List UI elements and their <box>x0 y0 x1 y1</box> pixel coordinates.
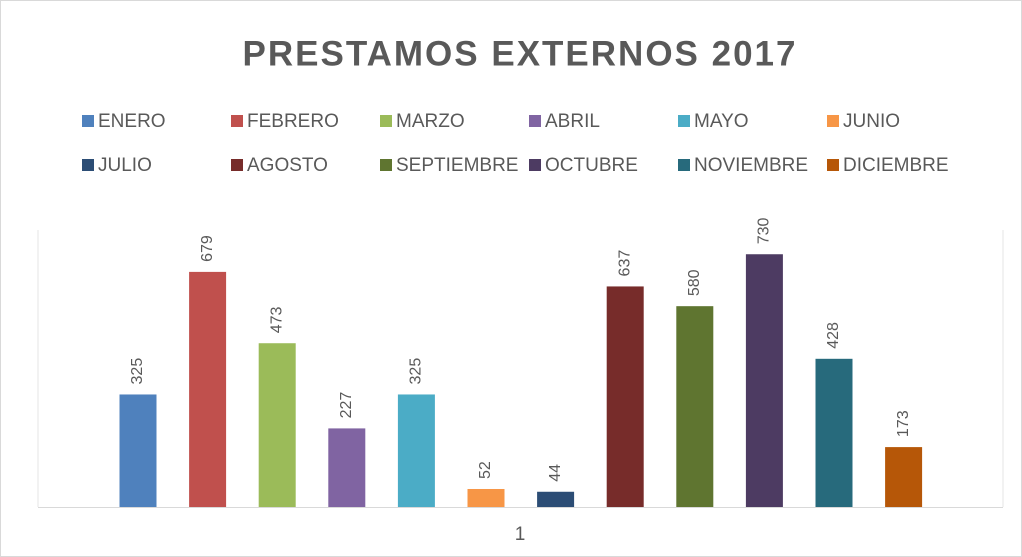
legend-label: AGOSTO <box>247 155 328 176</box>
legend-label: JUNIO <box>843 111 900 132</box>
legend-label: JULIO <box>98 155 152 176</box>
data-label: 730 <box>756 217 773 244</box>
legend-swatch <box>678 159 690 171</box>
bar <box>258 343 296 507</box>
data-label: 428 <box>825 322 842 349</box>
chart-title: PRESTAMOS EXTERNOS 2017 <box>243 34 798 73</box>
legend-label: NOVIEMBRE <box>694 155 808 176</box>
legend-swatch <box>231 115 243 127</box>
legend-swatch <box>231 159 243 171</box>
bar <box>119 394 157 507</box>
legend-swatch <box>827 159 839 171</box>
bar <box>467 488 505 507</box>
legend-label: MARZO <box>396 111 465 132</box>
data-label: 325 <box>408 358 425 385</box>
legend-swatch <box>82 115 94 127</box>
bar <box>745 254 783 507</box>
bar <box>885 447 923 507</box>
bar <box>189 271 227 507</box>
legend-label: ABRIL <box>545 111 600 132</box>
legend-label: DICIEMBRE <box>843 155 949 176</box>
bar <box>606 286 644 507</box>
legend-swatch <box>529 159 541 171</box>
legend-swatch <box>380 159 392 171</box>
data-label: 227 <box>338 392 355 419</box>
data-label: 52 <box>477 461 494 479</box>
bar <box>537 491 575 507</box>
data-label: 473 <box>268 306 285 333</box>
legend-label: OCTUBRE <box>545 155 638 176</box>
legend-swatch <box>82 159 94 171</box>
bar <box>397 394 435 507</box>
legend-swatch <box>380 115 392 127</box>
legend-swatch <box>827 115 839 127</box>
legend-swatch <box>678 115 690 127</box>
bar <box>328 428 366 507</box>
bar <box>676 306 714 507</box>
legend-label: SEPTIEMBRE <box>396 155 518 176</box>
data-label: 637 <box>616 250 633 277</box>
legend-swatch <box>529 115 541 127</box>
legend-label: FEBRERO <box>247 111 339 132</box>
data-label: 173 <box>895 410 912 437</box>
data-label: 679 <box>199 235 216 262</box>
legend-label: ENERO <box>98 111 166 132</box>
legend-label: MAYO <box>694 111 749 132</box>
data-label: 580 <box>686 269 703 296</box>
data-label: 44 <box>547 464 564 482</box>
bar <box>815 358 853 507</box>
x-tick-label: 1 <box>515 524 526 545</box>
data-label: 325 <box>129 358 146 385</box>
